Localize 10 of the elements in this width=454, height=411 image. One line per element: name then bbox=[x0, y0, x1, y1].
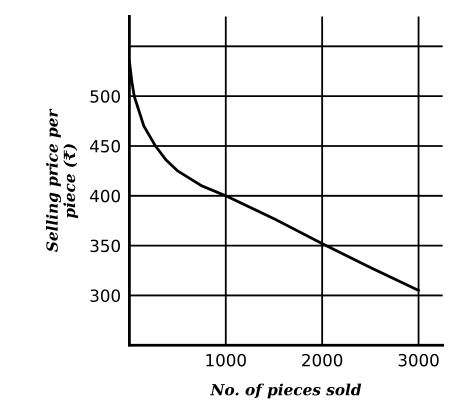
y-tick-label: 300 bbox=[90, 289, 120, 302]
x-tick-label: 3000 bbox=[398, 354, 439, 366]
y-axis-title: Selling price per piece (₹) bbox=[46, 108, 78, 252]
y-tick-label: 450 bbox=[90, 140, 120, 153]
x-axis-title: No. of pieces sold bbox=[210, 384, 362, 398]
x-tick-label: 2000 bbox=[302, 354, 342, 366]
y-tick-label: 400 bbox=[90, 190, 120, 202]
y-tick-label: 350 bbox=[90, 240, 120, 252]
y-tick-label: 500 bbox=[90, 90, 120, 103]
x-tick-label: 1000 bbox=[206, 354, 246, 366]
